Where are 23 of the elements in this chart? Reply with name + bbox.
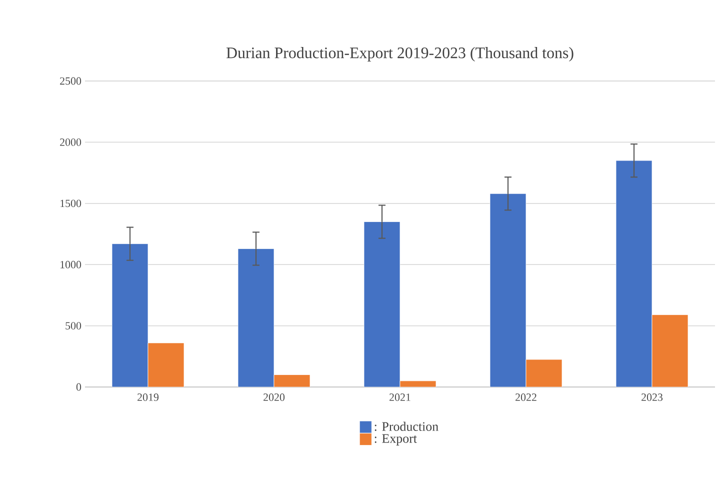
bar bbox=[238, 248, 274, 387]
bar bbox=[652, 314, 688, 387]
chart-title: Durian Production-Export 2019-2023 (Thousand tons) bbox=[226, 47, 574, 62]
x-tick-label: 2020 bbox=[264, 394, 285, 401]
bar bbox=[148, 342, 184, 387]
legend-label: : Export bbox=[374, 434, 417, 446]
x-tick-label: 2021 bbox=[390, 394, 410, 401]
x-tick-label: 2023 bbox=[642, 394, 663, 401]
bar bbox=[274, 374, 310, 387]
bar bbox=[526, 359, 562, 387]
bar bbox=[490, 193, 526, 387]
y-tick-label: 2000 bbox=[60, 138, 82, 146]
y-tick-label: 1000 bbox=[60, 260, 82, 268]
y-tick-label: 1500 bbox=[60, 200, 82, 208]
x-tick-label: 2019 bbox=[138, 394, 159, 401]
bar bbox=[364, 222, 400, 387]
y-tick-label: 500 bbox=[66, 322, 82, 330]
bar bbox=[112, 244, 148, 387]
legend-label: : Production bbox=[374, 422, 438, 431]
bar bbox=[616, 160, 652, 387]
y-tick-label: 0 bbox=[76, 383, 82, 391]
x-tick-label: 2022 bbox=[516, 394, 536, 401]
y-tick-label: 2500 bbox=[60, 77, 82, 85]
